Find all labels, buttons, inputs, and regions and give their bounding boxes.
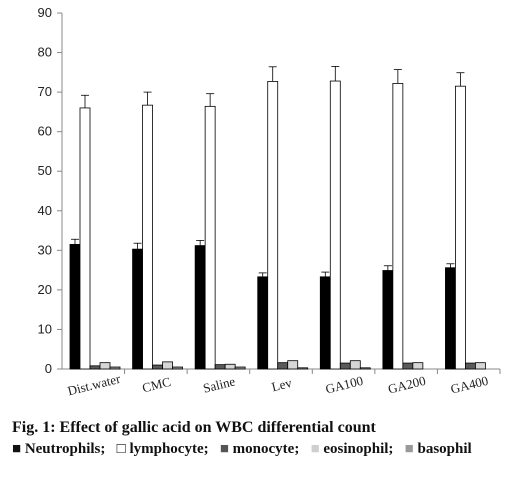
legend-marker-neutrophils: ■	[12, 441, 22, 457]
x-tick-label-cmc: CMC	[141, 374, 173, 396]
bar-monocyte-lev	[277, 362, 289, 370]
bar-lymphocyte-cmc	[142, 104, 153, 370]
bar-lymphocyte-lev	[267, 81, 279, 370]
legend-label-neutrophils: Neutrophils;	[24, 441, 106, 457]
x-tick-label-ga100: GA100	[324, 373, 365, 397]
bar-lymphocyte-saline	[204, 105, 216, 370]
bar-neutrophils-dist-water	[69, 243, 81, 370]
y-tick-label-40: 40	[38, 203, 52, 218]
legend-marker-basophil: ■	[404, 441, 414, 457]
legend-item-basophil: ■ basophil	[405, 441, 472, 457]
bar-neutrophils-ga400	[445, 267, 456, 370]
y-tick-label-60: 60	[38, 124, 52, 139]
bar-eosinophil-lev	[287, 360, 299, 370]
bar-basophil-cmc	[172, 366, 183, 370]
legend-label-eosinophil: eosinophil;	[323, 441, 394, 457]
legend-label-basophil: basophil	[417, 441, 472, 457]
bar-neutrophils-lev	[257, 276, 269, 370]
legend: ■ Neutrophils; □ lymphocyte; ■ monocyte;…	[12, 439, 517, 459]
bar-eosinophil-saline	[224, 363, 236, 370]
y-tick-label-70: 70	[38, 84, 52, 99]
bar-chart: 0 10 20 30 40 50 60 70 80 90 Dist.water CMC Saline Le…	[38, 5, 501, 399]
y-tick-label-90: 90	[38, 5, 52, 20]
bar-lymphocyte-ga200	[392, 83, 404, 370]
figure-caption: Fig. 1: Effect of gallic acid on WBC dif…	[12, 418, 517, 459]
legend-item-monocyte: ■ monocyte;	[220, 441, 299, 457]
bar-monocyte-ga400	[465, 362, 476, 370]
bar-lymphocyte-dist-water	[79, 107, 91, 370]
bar-basophil-dist-water	[109, 366, 121, 370]
legend-item-eosinophil: ■ eosinophil;	[311, 441, 394, 457]
bar-monocyte-cmc	[152, 364, 163, 370]
bar-eosinophil-ga100	[349, 360, 361, 370]
x-tick-label-saline: Saline	[201, 373, 236, 395]
legend-marker-monocyte: ■	[219, 441, 229, 457]
y-tick-label-50: 50	[38, 163, 52, 178]
x-tick-label-ga200: GA200	[386, 373, 427, 397]
legend-item-lymphocyte: □ lymphocyte;	[117, 441, 209, 457]
bar-eosinophil-ga200	[412, 362, 424, 370]
legend-item-neutrophils: ■ Neutrophils;	[12, 441, 105, 457]
bar-neutrophils-ga200	[382, 270, 394, 370]
bar-basophil-saline	[234, 366, 246, 370]
y-tick-label-80: 80	[38, 45, 52, 60]
bar-monocyte-ga200	[402, 362, 414, 370]
figure-title: Fig. 1: Effect of gallic acid on WBC dif…	[12, 419, 376, 436]
legend-marker-eosinophil: ■	[310, 441, 320, 457]
y-tick-label-10: 10	[38, 321, 52, 336]
bar-basophil-lev	[297, 367, 309, 370]
y-tick-label-20: 20	[38, 282, 52, 297]
y-tick-label-0: 0	[45, 361, 52, 376]
bar-monocyte-ga100	[339, 362, 351, 370]
legend-label-lymphocyte: lymphocyte;	[129, 441, 209, 457]
bar-neutrophils-ga100	[319, 276, 331, 370]
x-tick-label-dist-water: Dist.water	[66, 371, 122, 399]
bar-neutrophils-cmc	[132, 248, 143, 370]
bar-monocyte-dist-water	[89, 365, 101, 370]
bar-neutrophils-saline	[194, 245, 206, 370]
bar-lymphocyte-ga400	[455, 85, 466, 370]
x-tick-label-lev: Lev	[270, 375, 294, 395]
legend-label-monocyte: monocyte;	[232, 441, 300, 457]
legend-marker-lymphocyte: □	[116, 441, 126, 457]
bar-eosinophil-ga400	[475, 362, 486, 370]
y-tick-label-30: 30	[38, 242, 52, 257]
bar-eosinophil-dist-water	[99, 362, 111, 370]
bar-eosinophil-cmc	[162, 361, 173, 370]
bar-basophil-ga100	[359, 367, 371, 370]
x-tick-label-ga400: GA400	[449, 373, 490, 397]
bar-monocyte-saline	[214, 364, 226, 370]
bar-lymphocyte-ga100	[329, 80, 341, 370]
